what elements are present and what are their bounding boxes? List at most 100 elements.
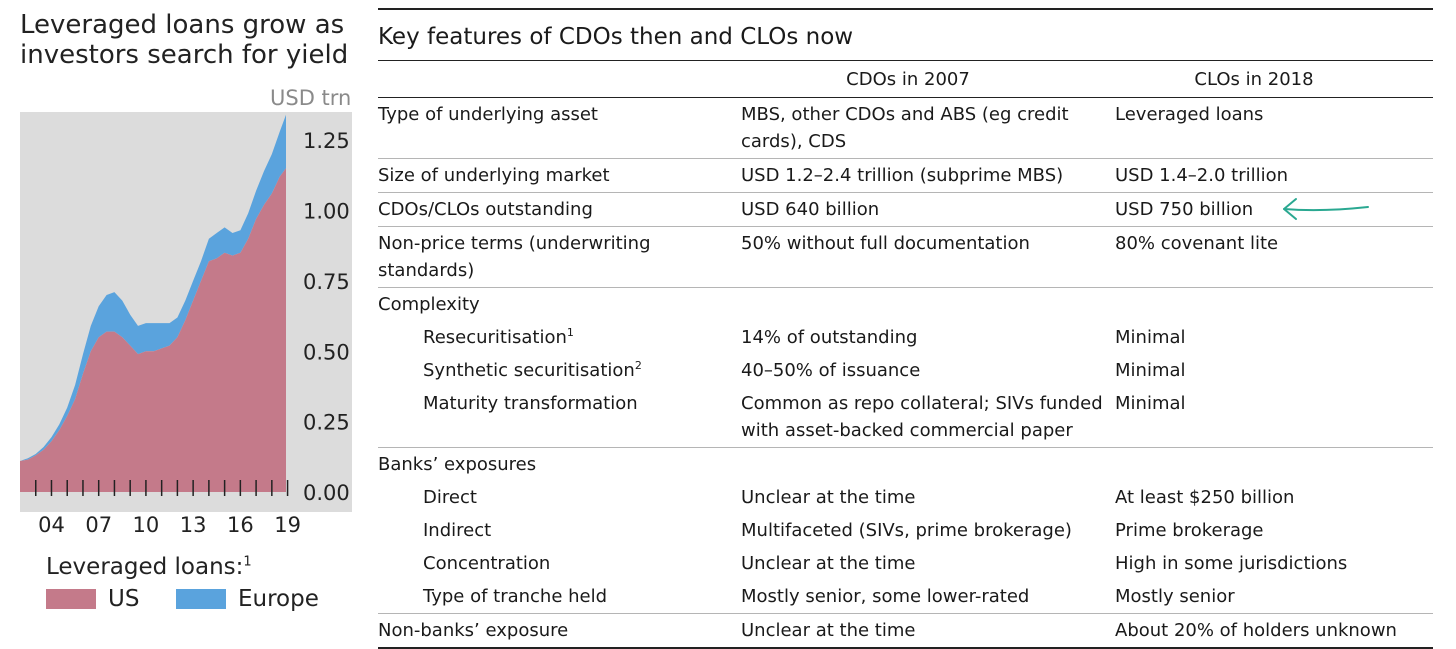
table-row: CDOs/CLOs outstanding USD 640 billion USD … xyxy=(378,192,1433,227)
table-row: Type of underlying asset MBS, other CDOs … xyxy=(378,97,1433,159)
cell-feature: Type of underlying asset xyxy=(378,97,741,159)
table-row: Non-banks’ exposure Unclear at the time Ab… xyxy=(378,613,1433,649)
legend-swatch-us xyxy=(46,589,96,609)
legend-label-europe: Europe xyxy=(238,586,319,612)
feature-label: Direct xyxy=(423,487,477,508)
cell-clos-2018 xyxy=(1115,288,1433,322)
cell-cdos-2007: USD 1.2–2.4 trillion (subprime MBS) xyxy=(741,158,1115,193)
cell-feature: CDOs/CLOs outstanding xyxy=(378,192,741,227)
cell-clos-2018: Minimal xyxy=(1115,360,1186,381)
series-area-us xyxy=(20,168,286,493)
table-header-row: CDOs in 2007 CLOs in 2018 xyxy=(378,61,1433,98)
y-tick-label: 0.00 xyxy=(303,481,350,505)
cell-clos-2018: Prime brokerage xyxy=(1115,520,1264,541)
cell-feature: Maturity transformation xyxy=(378,387,741,448)
table-row: Banks’ exposures xyxy=(378,448,1433,482)
y-tick-label: 1.00 xyxy=(303,200,350,224)
footnote-marker: 1 xyxy=(566,326,574,339)
cell-cdos-2007: 40–50% of issuance xyxy=(741,360,921,381)
cell-cdos-2007 xyxy=(741,448,1115,482)
feature-label: Size of underlying market xyxy=(378,165,610,186)
cell-cdos-2007: Mostly senior, some lower-rated xyxy=(741,580,1115,614)
chart-unit-label: USD trn xyxy=(270,86,352,110)
chart-title: Leveraged loans grow as investors search… xyxy=(20,10,349,70)
legend-footnote: 1 xyxy=(243,554,252,570)
feature-label: Concentration xyxy=(423,553,551,574)
feature-label: Synthetic securitisation xyxy=(423,360,635,381)
x-tick-label: 04 xyxy=(38,513,65,537)
cell-cdos-2007: Unclear at the time xyxy=(741,553,916,574)
table-row: Complexity xyxy=(378,288,1433,322)
footnote-marker: 2 xyxy=(634,359,642,372)
cell-feature: Synthetic securitisation2 xyxy=(378,354,741,387)
cell-clos-2018: 80% covenant lite xyxy=(1115,226,1433,288)
features-table-panel: Key features of CDOs then and CLOs now C… xyxy=(378,8,1433,649)
table-row: Size of underlying market USD 1.2–2.4 tri… xyxy=(378,158,1433,193)
features-table: CDOs in 2007 CLOs in 2018 Type of underl… xyxy=(378,61,1433,649)
cell-cdos-2007: 50% without full documentation xyxy=(741,226,1115,288)
cell-feature: Banks’ exposures xyxy=(378,448,741,482)
feature-label: Maturity transformation xyxy=(423,393,638,414)
cell-cdos-2007: Unclear at the time xyxy=(741,487,916,508)
feature-label: Type of underlying asset xyxy=(378,104,598,125)
cell-cdos-2007: USD 640 billion xyxy=(741,192,1115,227)
table-row: Non-price terms (underwriting standards)… xyxy=(378,226,1433,288)
table-row: Maturity transformation Common as repo co… xyxy=(378,387,1433,448)
table-row: Type of tranche held Mostly senior, some … xyxy=(378,580,1433,614)
cell-feature: Complexity xyxy=(378,288,741,322)
cell-cdos-2007: Common as repo collateral; SIVs funded w… xyxy=(741,387,1115,448)
legend-swatch-europe xyxy=(176,589,226,609)
legend-title: Leveraged loans:1 xyxy=(46,554,252,580)
x-tick-label: 16 xyxy=(227,513,254,537)
cell-clos-2018: About 20% of holders unknown xyxy=(1115,613,1433,649)
legend-title-text: Leveraged loans: xyxy=(46,554,244,580)
cell-cdos-2007: 14% of outstanding xyxy=(741,327,918,348)
feature-label: Banks’ exposures xyxy=(378,454,537,475)
chart-panel: 04 07 10 13 16 19 0.00 0.25 0.50 0.75 1.00 1.25 Lev… xyxy=(0,0,360,618)
cell-feature: Indirect xyxy=(378,514,741,547)
cell-feature: Non-price terms (underwriting standards) xyxy=(378,226,741,288)
header-feature xyxy=(378,61,741,98)
feature-label: Resecuritisation xyxy=(423,327,567,348)
cell-clos-2018: At least $250 billion xyxy=(1115,487,1295,508)
cell-cdos-2007: Multifaceted (SIVs, prime brokerage) xyxy=(741,520,1072,541)
y-tick-label: 0.50 xyxy=(303,340,350,364)
feature-label: CDOs/CLOs outstanding xyxy=(378,199,593,220)
feature-label: Indirect xyxy=(423,520,492,541)
cell-feature: Type of tranche held xyxy=(378,580,741,614)
feature-label: Complexity xyxy=(378,294,480,315)
cell-clos-2018: High in some jurisdictions xyxy=(1115,553,1348,574)
cell-clos-2018 xyxy=(1115,448,1433,482)
feature-label: Type of tranche held xyxy=(423,586,608,607)
cell-clos-2018: Minimal xyxy=(1115,387,1433,448)
cell-feature: Non-banks’ exposure xyxy=(378,613,741,649)
x-tick-label: 10 xyxy=(133,513,160,537)
x-tick-label: 07 xyxy=(85,513,112,537)
cell-clos-2018: Mostly senior xyxy=(1115,580,1433,614)
feature-label: Non-price terms (underwriting standards) xyxy=(378,233,651,281)
cell-cdos-2007: MBS, other CDOs and ABS (eg credit cards… xyxy=(741,97,1115,159)
highlight-arrow-icon xyxy=(1283,198,1369,220)
legend-label-us: US xyxy=(108,586,140,612)
legend-item-us: US xyxy=(46,586,139,612)
cell-clos-2018: Minimal xyxy=(1115,327,1186,348)
cell-clos-2018: Leveraged loans xyxy=(1115,97,1433,159)
x-tick-label: 19 xyxy=(274,513,301,537)
cell-feature: Direct xyxy=(378,481,741,514)
cell-clos-2018: USD 1.4–2.0 trillion xyxy=(1115,158,1433,193)
y-tick-label: 0.25 xyxy=(303,411,350,435)
chart-canvas: 04 07 10 13 16 190.00 0.25 0.50 0.75 1.00 1.25 xyxy=(20,112,352,537)
table-row: Synthetic securitisation2 40–50% of issua… xyxy=(378,354,1433,387)
legend-item-europe: Europe xyxy=(176,586,319,612)
table-row: Indirect Multifaceted (SIVs, prime broker… xyxy=(378,514,1433,547)
cell-feature: Resecuritisation1 xyxy=(378,321,741,354)
header-clos-2018: CLOs in 2018 xyxy=(1115,61,1433,98)
table-row: Concentration Unclear at the time High in … xyxy=(378,547,1433,580)
header-cdos-2007: CDOs in 2007 xyxy=(741,61,1115,98)
cell-feature: Concentration xyxy=(378,547,741,580)
cell-feature: Size of underlying market xyxy=(378,158,741,193)
cell-cdos-2007 xyxy=(741,288,1115,322)
table-row: Direct Unclear at the time At least $250 b… xyxy=(378,481,1433,514)
cell-cdos-2007: Unclear at the time xyxy=(741,613,1115,649)
cell-clos-2018: USD 750 billion xyxy=(1115,192,1433,227)
